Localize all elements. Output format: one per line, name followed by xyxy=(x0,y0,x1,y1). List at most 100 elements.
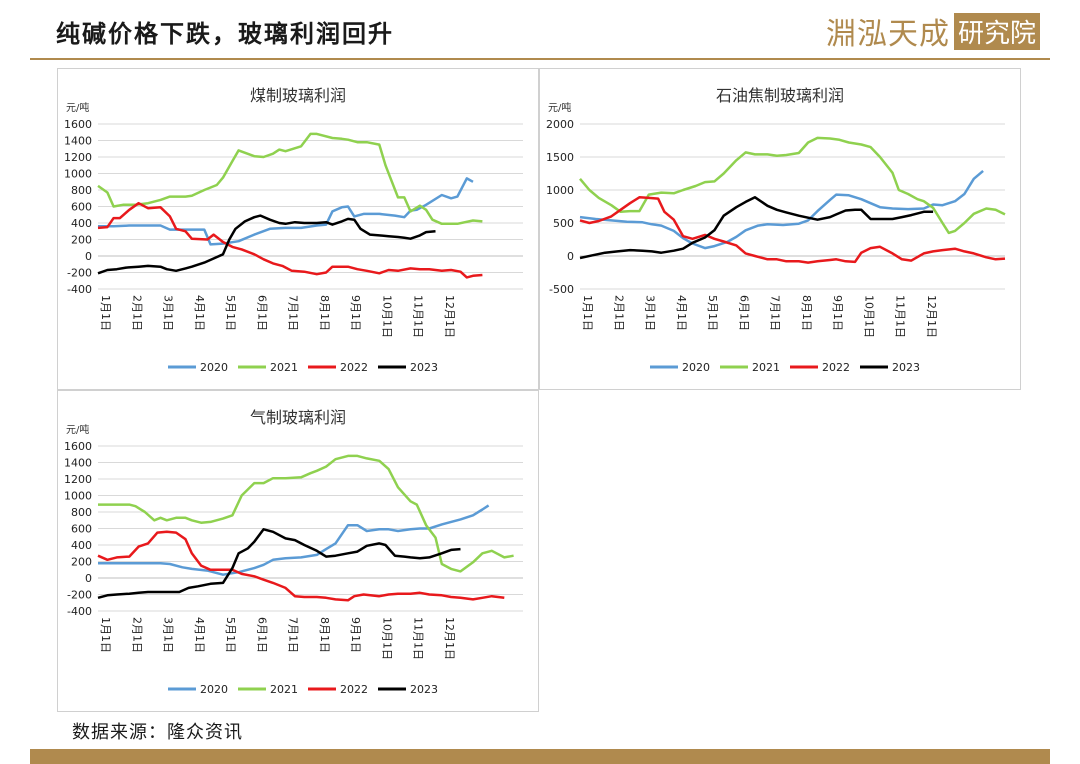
y-tick-label: 1400 xyxy=(64,135,92,148)
series-line-2022 xyxy=(579,196,1006,264)
y-tick-label: 2000 xyxy=(546,118,574,131)
petcoke-glass-profit-chart: 石油焦制玻璃利润 元/吨 -500 0 500 1000 1500 2000 1月1日 2月1日 3… xyxy=(539,68,1021,390)
legend-label-2022: 2022 xyxy=(822,361,850,374)
x-tick-label: 7月1日 xyxy=(287,617,300,653)
y-tick-label: 1200 xyxy=(64,151,92,164)
x-tick-label: 8月1日 xyxy=(800,295,813,331)
x-tick-label: 7月1日 xyxy=(769,295,782,331)
series-line-2020 xyxy=(579,169,984,250)
legend-label-2021: 2021 xyxy=(270,683,298,696)
y-tick-label: 0 xyxy=(85,250,92,263)
x-tick-label: 12月1日 xyxy=(443,617,456,660)
x-tick-label: 1月1日 xyxy=(99,295,112,331)
x-tick-label: 2月1日 xyxy=(130,617,143,653)
x-tick-label: 6月1日 xyxy=(255,295,268,331)
x-tick-label: 11月1日 xyxy=(412,617,425,660)
y-tick-label: -200 xyxy=(67,267,92,280)
logo-text: 淵泓天成 xyxy=(826,17,950,52)
series-line-2020 xyxy=(98,177,474,246)
y-tick-label: 1500 xyxy=(546,151,574,164)
x-tick-label: 6月1日 xyxy=(255,617,268,653)
legend-label-2023: 2023 xyxy=(410,683,438,696)
legend-label-2020: 2020 xyxy=(200,683,228,696)
y-tick-label: 200 xyxy=(71,234,92,247)
x-tick-label: 9月1日 xyxy=(831,295,844,331)
x-tick-label: 5月1日 xyxy=(706,295,719,331)
series-line-2022 xyxy=(97,201,483,279)
x-tick-label: 1月1日 xyxy=(581,295,594,331)
y-tick-label: -200 xyxy=(67,589,92,602)
series-line-2023 xyxy=(97,214,436,275)
series-line-2022 xyxy=(97,530,505,602)
x-tick-label: 9月1日 xyxy=(349,295,362,331)
y-tick-label: 800 xyxy=(71,506,92,519)
legend-label-2022: 2022 xyxy=(340,683,368,696)
y-unit-label: 元/吨 xyxy=(66,101,89,114)
x-tick-label: 12月1日 xyxy=(925,295,938,338)
series-line-2020 xyxy=(98,504,490,576)
legend-label-2023: 2023 xyxy=(892,361,920,374)
x-tick-label: 7月1日 xyxy=(287,295,300,331)
x-tick-label: 5月1日 xyxy=(224,617,237,653)
x-tick-label: 2月1日 xyxy=(612,295,625,331)
y-unit-label: 元/吨 xyxy=(548,101,571,114)
x-tick-label: 5月1日 xyxy=(224,295,237,331)
x-tick-label: 10月1日 xyxy=(380,617,393,660)
y-tick-label: 500 xyxy=(553,217,574,230)
y-tick-label: 1600 xyxy=(64,440,92,453)
x-tick-label: 6月1日 xyxy=(737,295,750,331)
x-tick-label: 4月1日 xyxy=(675,295,688,331)
x-tick-label: 10月1日 xyxy=(862,295,875,338)
legend-label-2020: 2020 xyxy=(200,361,228,374)
y-tick-label: 400 xyxy=(71,539,92,552)
page-title: 纯碱价格下跌，玻璃利润回升 xyxy=(56,20,394,48)
x-tick-label: 11月1日 xyxy=(894,295,907,338)
legend-label-2021: 2021 xyxy=(270,361,298,374)
series-line-2021 xyxy=(98,454,514,573)
legend-label-2020: 2020 xyxy=(682,361,710,374)
y-tick-label: 800 xyxy=(71,184,92,197)
logo-box: 研究院 xyxy=(954,12,1041,50)
legend-label-2021: 2021 xyxy=(752,361,780,374)
legend-label-2023: 2023 xyxy=(410,361,438,374)
x-tick-label: 10月1日 xyxy=(380,295,393,338)
data-source: 数据来源：隆众资讯 xyxy=(72,722,243,743)
y-tick-label: 1000 xyxy=(64,168,92,181)
y-tick-label: 1600 xyxy=(64,118,92,131)
footer-bar xyxy=(30,749,1050,764)
x-tick-label: 3月1日 xyxy=(162,295,175,331)
x-tick-label: 8月1日 xyxy=(318,617,331,653)
x-tick-label: 2月1日 xyxy=(130,295,143,331)
x-tick-label: 4月1日 xyxy=(193,617,206,653)
y-tick-label: -400 xyxy=(67,283,92,296)
x-tick-label: 9月1日 xyxy=(349,617,362,653)
header-rule xyxy=(30,58,1050,60)
x-tick-label: 8月1日 xyxy=(318,295,331,331)
x-tick-label: 1月1日 xyxy=(99,617,112,653)
y-unit-label: 元/吨 xyxy=(66,423,89,436)
y-tick-label: 600 xyxy=(71,523,92,536)
y-tick-label: 1000 xyxy=(64,490,92,503)
x-tick-label: 12月1日 xyxy=(443,295,456,338)
series-line-2023 xyxy=(97,528,461,600)
x-tick-label: 11月1日 xyxy=(412,295,425,338)
y-tick-label: 1400 xyxy=(64,457,92,470)
legend-label-2022: 2022 xyxy=(340,361,368,374)
y-tick-label: -400 xyxy=(67,605,92,618)
y-tick-label: 1200 xyxy=(64,473,92,486)
y-tick-label: 0 xyxy=(567,250,574,263)
series-line-2021 xyxy=(579,136,1006,235)
chart-title: 石油焦制玻璃利润 xyxy=(716,86,844,105)
x-tick-label: 3月1日 xyxy=(162,617,175,653)
chart-title: 气制玻璃利润 xyxy=(250,408,346,427)
y-tick-label: 200 xyxy=(71,556,92,569)
brand-logo: 淵泓天成 研究院 xyxy=(826,12,1041,52)
y-tick-label: 600 xyxy=(71,201,92,214)
coal-glass-profit-chart: 煤制玻璃利润 元/吨 -400 -200 0 200 400 600 800 1000 1200 14… xyxy=(57,68,539,390)
x-tick-label: 3月1日 xyxy=(644,295,657,331)
y-tick-label: 1000 xyxy=(546,184,574,197)
chart-title: 煤制玻璃利润 xyxy=(250,86,346,105)
